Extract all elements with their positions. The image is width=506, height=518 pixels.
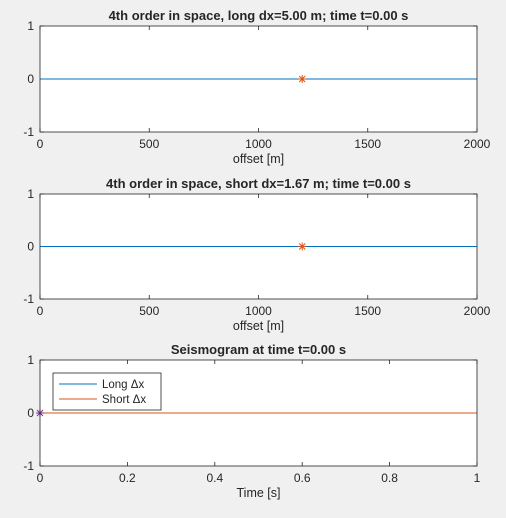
x-tick-label: 500 — [139, 137, 159, 151]
chart-title: 4th order in space, long dx=5.00 m; time… — [109, 8, 409, 23]
x-tick-label: 0.4 — [206, 471, 223, 485]
x-tick-label: 1000 — [245, 137, 272, 151]
x-tick-label: 0.6 — [294, 471, 311, 485]
x-tick-label: 0.2 — [119, 471, 136, 485]
chart-title: 4th order in space, short dx=1.67 m; tim… — [106, 176, 411, 191]
x-tick-label: 2000 — [464, 304, 491, 318]
x-tick-label: 0 — [37, 137, 44, 151]
axes-box — [39, 193, 478, 300]
marker-asterisk — [298, 75, 307, 83]
x-tick-label: 1 — [474, 471, 481, 485]
x-tick-label: 1500 — [354, 137, 381, 151]
axes-box — [39, 25, 478, 133]
y-tick-label: 1 — [27, 353, 34, 367]
y-tick-label: 0 — [27, 406, 34, 420]
x-axis-label: Time [s] — [237, 486, 281, 500]
chart-title: Seismogram at time t=0.00 s — [171, 342, 346, 357]
x-tick-label: 0 — [37, 471, 44, 485]
x-tick-label: 0.8 — [381, 471, 398, 485]
y-tick-label: -1 — [23, 459, 34, 473]
legend-entry-2: Short Δx — [102, 394, 146, 406]
y-tick-label: -1 — [23, 125, 34, 139]
x-tick-label: 0 — [37, 304, 44, 318]
y-tick-label: 0 — [27, 72, 34, 86]
legend-entry-1: Long Δx — [102, 379, 144, 391]
legend-box — [52, 372, 162, 411]
x-tick-label: 1000 — [245, 304, 272, 318]
legend: Long Δx Short Δx — [52, 372, 162, 411]
x-axis-label: offset [m] — [233, 152, 284, 166]
axes-box — [39, 359, 478, 467]
x-tick-label: 1500 — [354, 304, 381, 318]
x-tick-label: 2000 — [464, 137, 491, 151]
y-tick-label: 1 — [27, 187, 34, 201]
x-tick-label: 500 — [139, 304, 159, 318]
y-tick-label: 0 — [27, 240, 34, 254]
x-axis-label: offset [m] — [233, 319, 284, 333]
y-tick-label: -1 — [23, 292, 34, 306]
marker-asterisk — [298, 242, 307, 251]
y-tick-label: 1 — [27, 19, 34, 33]
